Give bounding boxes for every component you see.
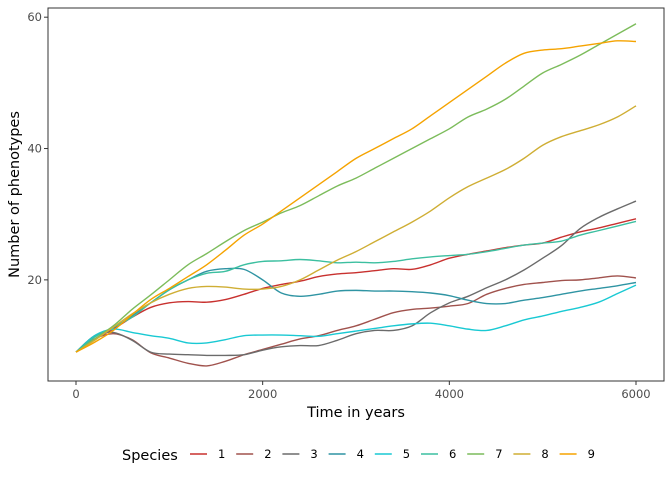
series-line-5 (75, 284, 637, 353)
y-axis-ticks: 20 40 60 (27, 10, 48, 287)
legend-title: Species (122, 448, 178, 464)
legend: Species 1 2 3 4 5 6 7 8 9 (122, 447, 595, 464)
x-tick-label: 2000 (248, 387, 277, 401)
legend-label-7: 7 (495, 447, 502, 461)
y-axis-title: Number of phenotypes (7, 111, 23, 278)
x-tick-label: 0 (72, 387, 79, 401)
legend-label-9: 9 (588, 447, 595, 461)
x-tick-label: 4000 (435, 387, 464, 401)
legend-label-5: 5 (403, 447, 410, 461)
series-line-2 (75, 275, 637, 367)
series-layer (75, 23, 637, 367)
legend-label-4: 4 (357, 447, 364, 461)
legend-label-6: 6 (449, 447, 456, 461)
x-axis-ticks: 0 2000 4000 6000 (72, 381, 651, 401)
series-line-7 (75, 23, 637, 353)
plot-panel (47, 7, 665, 382)
legend-label-3: 3 (310, 447, 317, 461)
y-tick-label: 60 (27, 10, 42, 24)
x-axis-title: Time in years (306, 405, 405, 421)
series-line-6 (75, 220, 637, 353)
y-tick-label: 20 (27, 273, 42, 287)
x-tick-label: 6000 (621, 387, 650, 401)
y-tick-label: 40 (27, 142, 42, 156)
series-line-8 (75, 105, 637, 353)
legend-label-2: 2 (264, 447, 271, 461)
legend-label-8: 8 (541, 447, 548, 461)
series-line-3 (75, 200, 637, 357)
series-line-9 (75, 40, 637, 353)
legend-label-1: 1 (218, 447, 225, 461)
